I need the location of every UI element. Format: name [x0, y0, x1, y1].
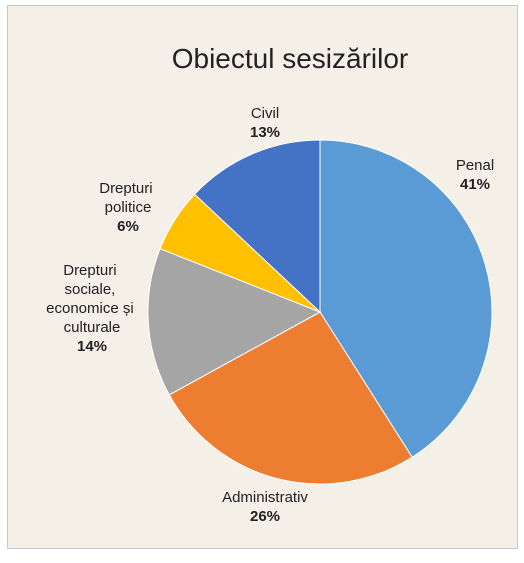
slice-label-line: culturale — [64, 319, 121, 336]
slice-label: Administrativ — [222, 489, 308, 506]
pie-slice — [147, 248, 322, 396]
pie — [147, 139, 493, 485]
pie-slice — [193, 139, 321, 314]
slice-label: Drepturi politice — [99, 180, 157, 216]
slice-label-line: Drepturi — [63, 262, 121, 279]
slice-value: 41% — [460, 176, 490, 193]
pie-slice — [319, 139, 493, 458]
slice-label: Civil — [251, 105, 279, 122]
slice-value: 6% — [117, 218, 139, 235]
slice-label: Drepturi sociale, economice și culturale — [46, 262, 138, 336]
pie-slice — [168, 311, 413, 485]
slice-label-line: Administrativ — [222, 489, 308, 506]
slice-label: Penal — [456, 157, 494, 174]
slice-value: 13% — [250, 124, 280, 141]
slice-label-line: Drepturi — [99, 180, 157, 197]
slice-value: 26% — [250, 508, 280, 525]
slice-value: 14% — [77, 338, 107, 355]
slice-label-line: sociale, — [64, 281, 119, 298]
slice-label-line: Penal — [456, 157, 494, 174]
slice-label-line: politice — [105, 199, 152, 216]
slice-label-line: Civil — [251, 105, 279, 122]
slice-label-line: economice și — [46, 300, 138, 317]
chart-title: Obiectul sesizărilor — [172, 43, 409, 74]
